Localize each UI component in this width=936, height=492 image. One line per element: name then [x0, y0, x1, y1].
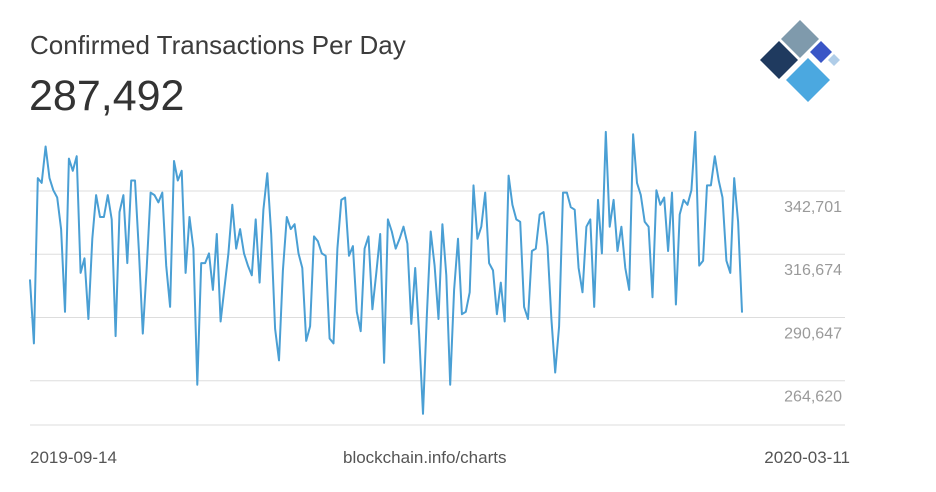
current-value: 287,492 — [29, 72, 185, 120]
logo-square-bottom — [786, 58, 830, 102]
y-tick-label: 342,701 — [784, 199, 842, 216]
blockchain-logo-icon — [760, 20, 840, 102]
logo-square-far-right — [828, 54, 840, 66]
logo-square-left — [760, 41, 798, 79]
chart-title: Confirmed Transactions Per Day — [30, 30, 406, 60]
series-line-transactions — [29, 130, 743, 415]
y-tick-label: 264,620 — [784, 389, 842, 406]
source-label: blockchain.info/charts — [343, 448, 507, 467]
logo-square-right — [810, 41, 832, 63]
y-tick-label: 290,647 — [784, 325, 842, 342]
start-date-label: 2019-09-14 — [30, 448, 117, 467]
y-tick-label: 316,674 — [784, 262, 842, 279]
y-axis-ticks: 264,620 290,647 316,674 342,701 — [784, 199, 842, 406]
logo-square-top — [781, 20, 819, 58]
end-date-label: 2020-03-11 — [764, 448, 850, 467]
